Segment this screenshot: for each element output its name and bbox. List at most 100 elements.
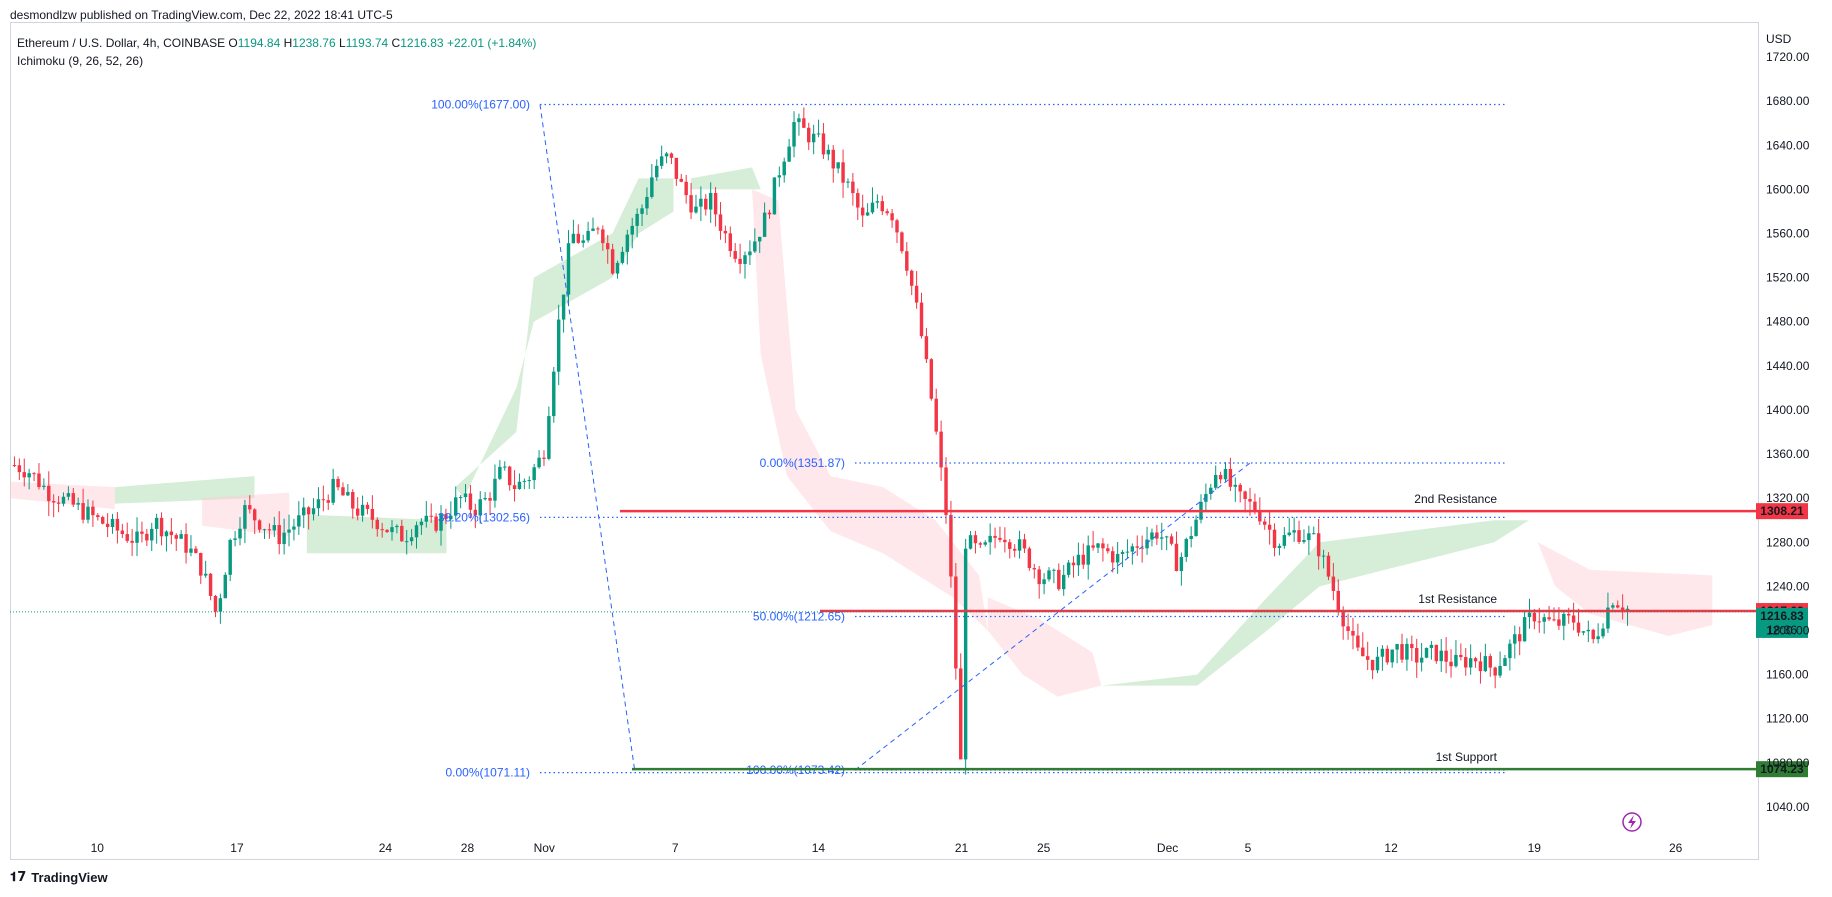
candle-body	[905, 251, 909, 271]
candle-body	[620, 251, 625, 263]
lightning-icon[interactable]	[1622, 812, 1642, 832]
high-label: H	[283, 36, 293, 50]
candle-body	[1591, 629, 1595, 640]
fib-level-label: 38.20%(1302.56)	[438, 510, 530, 524]
low-label: L	[339, 36, 346, 50]
candle-body	[1160, 537, 1164, 539]
candle-body	[944, 467, 948, 515]
candle-body	[870, 202, 875, 213]
candle-body	[439, 514, 443, 531]
candle-body	[1434, 644, 1439, 662]
candle-body	[321, 499, 326, 501]
candle-body	[954, 576, 958, 669]
candle-body	[708, 192, 713, 210]
candle-body	[47, 485, 51, 502]
x-tick-label: 17	[230, 841, 244, 855]
x-tick-label: 14	[812, 841, 826, 855]
candle-body	[973, 535, 978, 544]
fib-level-label: 0.00%(1071.11)	[445, 766, 530, 780]
candle-body	[1307, 533, 1311, 541]
candle-body	[561, 294, 566, 320]
candle-body	[807, 127, 811, 143]
candle-body	[1042, 579, 1046, 585]
candle-body	[650, 177, 654, 197]
candle-body	[757, 236, 762, 242]
candle-body	[1419, 657, 1424, 663]
candle-body	[1111, 551, 1115, 563]
candle-body	[194, 548, 198, 553]
candle-body	[1189, 535, 1193, 540]
candle-body	[704, 198, 708, 210]
fib-level-label: 0.00%(1351.87)	[760, 456, 845, 470]
candle-body	[282, 532, 286, 545]
candle-body	[512, 485, 517, 489]
candle-body	[1464, 657, 1468, 668]
candle-body	[699, 198, 703, 207]
candle-body	[1566, 613, 1571, 616]
candle-body	[1346, 626, 1350, 631]
candle-body	[493, 478, 497, 501]
close-value: 1216.83	[400, 36, 444, 50]
y-tick-label: 1200.00	[1766, 623, 1810, 637]
y-tick-label: 1480.00	[1766, 315, 1810, 329]
tradingview-brand[interactable]: 𝟏𝟳 TradingView	[10, 869, 108, 885]
candle-body	[1267, 524, 1272, 530]
x-tick-label: 26	[1669, 841, 1683, 855]
candle-body	[1017, 539, 1022, 551]
candle-body	[1616, 605, 1620, 608]
candle-body	[110, 518, 115, 528]
candle-body	[184, 534, 188, 553]
candle-body	[1586, 629, 1591, 632]
candle-body	[1321, 555, 1326, 557]
candle-body	[306, 507, 311, 515]
candle-body	[1218, 475, 1223, 480]
candle-body	[860, 207, 865, 216]
candle-body	[56, 502, 61, 504]
candle-body	[1532, 612, 1537, 622]
candle-body	[723, 230, 728, 234]
candle-body	[292, 526, 296, 530]
currency-label: USD	[1766, 32, 1792, 46]
y-tick-label: 1280.00	[1766, 535, 1810, 549]
candle-body	[1125, 551, 1130, 553]
candle-body	[601, 229, 605, 244]
candle-body	[419, 521, 424, 526]
candle-body	[1356, 635, 1360, 648]
candle-body	[748, 251, 752, 256]
candle-body	[1454, 654, 1458, 667]
candle-body	[213, 595, 218, 612]
candle-body	[1405, 643, 1409, 660]
low-value: 1193.74	[345, 36, 389, 50]
candle-body	[968, 535, 973, 549]
candle-body	[27, 473, 31, 478]
candle-body	[532, 467, 536, 481]
candle-body	[821, 133, 826, 155]
candle-body	[1341, 610, 1345, 627]
candle-body	[777, 175, 782, 178]
candle-body	[959, 668, 963, 760]
candle-body	[355, 508, 360, 516]
candle-body	[767, 212, 772, 215]
x-tick-label: Dec	[1157, 841, 1178, 855]
ichimoku-cloud-8	[1101, 520, 1530, 686]
candle-body	[875, 201, 880, 203]
resistance-label: 2nd Resistance	[1414, 492, 1497, 506]
candle-body	[772, 177, 777, 215]
candle-body	[478, 499, 482, 516]
candle-body	[37, 473, 41, 488]
candle-body	[1611, 605, 1615, 608]
candle-body	[96, 515, 100, 518]
y-tick-label: 1160.00	[1766, 668, 1809, 682]
candle-body	[463, 493, 468, 498]
candle-body	[993, 535, 997, 538]
price-tag-label: 1074.23	[1760, 762, 1804, 776]
publisher-line: desmondlzw published on TradingView.com,…	[10, 8, 393, 22]
candle-body	[645, 196, 649, 209]
candle-body	[762, 212, 767, 237]
ichimoku-cloud-7	[987, 597, 1102, 697]
candle-body	[86, 506, 90, 520]
candle-body	[287, 529, 291, 533]
candle-body	[1606, 607, 1610, 629]
candle-body	[1326, 555, 1331, 577]
